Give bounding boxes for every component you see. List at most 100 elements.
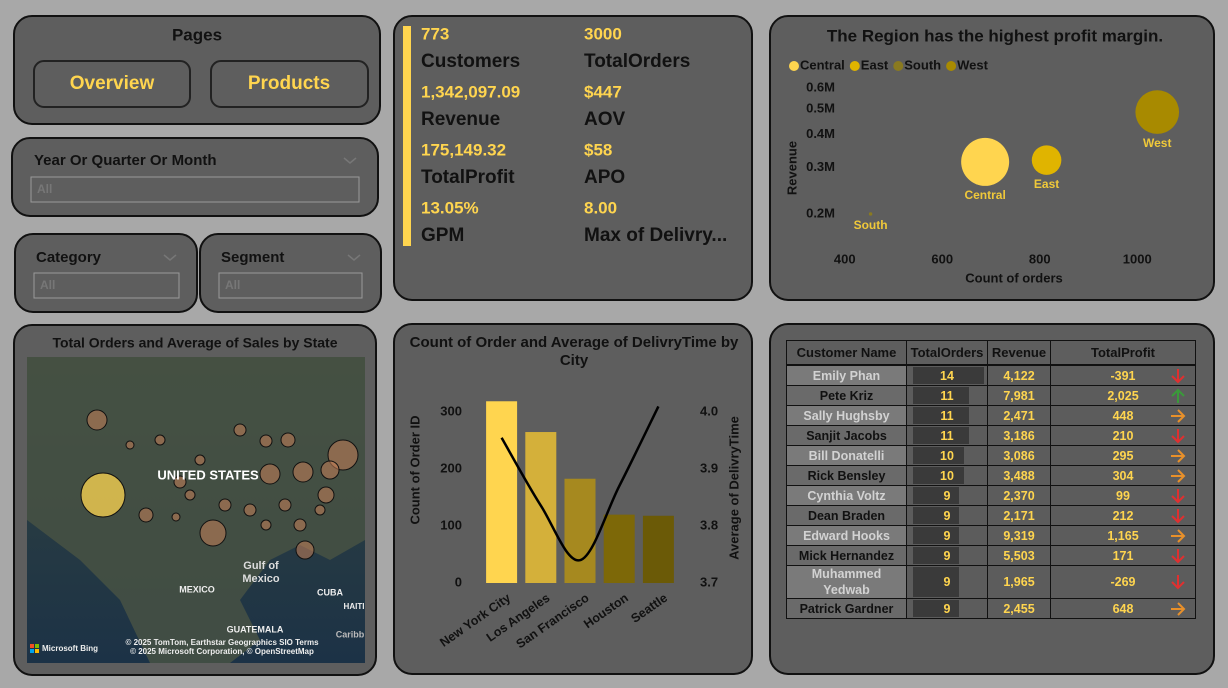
panel-title: Pages — [172, 25, 222, 44]
orders-cell: 10 — [907, 466, 988, 486]
trend-arrow — [1171, 428, 1185, 443]
customer-name: Pete Kriz — [787, 386, 907, 406]
profit-value: 99 — [1116, 488, 1130, 503]
bubble — [961, 137, 1010, 186]
slicer-selection: All — [225, 278, 240, 292]
dropdown[interactable] — [30, 176, 360, 203]
trend-arrow — [1171, 575, 1185, 590]
revenue: 1,965 — [988, 566, 1051, 599]
profit-value: 2,025 — [1107, 388, 1139, 403]
map-label: CUBA — [317, 587, 343, 597]
profit: 99 — [1051, 486, 1196, 506]
data-label: West — [1143, 136, 1171, 150]
revenue: 7,981 — [988, 386, 1051, 406]
orders-cell: 9 — [907, 546, 988, 566]
profit: -391 — [1051, 366, 1196, 386]
column-header: TotalOrders — [907, 341, 988, 366]
trend-arrow — [1171, 388, 1185, 403]
orders-value: 9 — [943, 575, 951, 589]
kpi-value: 8.00 — [584, 198, 617, 217]
arrow-shape — [1171, 508, 1185, 523]
slicer-selection: All — [37, 182, 52, 196]
profit: 171 — [1051, 546, 1196, 566]
kpi-value: 1,342,097.09 — [421, 82, 520, 101]
button-label[interactable]: Products — [248, 73, 330, 94]
orders-value: 9 — [943, 601, 951, 616]
y2-axis-title: Average of DelivryTime — [726, 416, 741, 560]
chart-title: The Region has the highest profit margin… — [827, 26, 1163, 45]
kpi-label: TotalProfit — [421, 167, 515, 188]
kpi-label: TotalOrders — [584, 51, 690, 72]
arrow-shape — [1171, 468, 1186, 483]
data-bar — [913, 527, 959, 544]
map-label: GUATEMALA — [227, 624, 284, 634]
profit-value: 212 — [1112, 508, 1134, 523]
customer-name: Rick Bensley — [787, 466, 907, 486]
revenue: 3,086 — [988, 446, 1051, 466]
revenue: 3,488 — [988, 466, 1051, 486]
customer-name: Mick Hernandez — [787, 546, 907, 566]
orders-value: 10 — [940, 468, 954, 483]
map-copyright: © 2025 TomTom, Earthstar Geographics SIO… — [125, 638, 319, 647]
data-label: Central — [964, 188, 1005, 202]
dropdown[interactable] — [218, 272, 363, 299]
map-label: Mexico — [242, 573, 280, 585]
x-tick-label: 600 — [931, 251, 953, 266]
trend-arrow — [1171, 601, 1186, 616]
nav-button[interactable] — [33, 60, 191, 108]
x-axis-title: Count of orders — [965, 270, 1063, 285]
line — [500, 405, 660, 562]
data-bar — [913, 487, 959, 504]
trend-arrow — [1171, 448, 1186, 463]
orders-cell: 9 — [907, 486, 988, 506]
profit-value: 1,165 — [1107, 528, 1139, 543]
orders-value: 11 — [940, 388, 954, 403]
profit: 648 — [1051, 599, 1196, 619]
x-tick-label: 1000 — [1123, 251, 1152, 266]
button-label[interactable]: Overview — [70, 73, 155, 94]
arrow-shape — [1171, 601, 1186, 616]
slicer-title: Category — [36, 249, 102, 266]
orders-cell: 9 — [907, 599, 988, 619]
revenue: 9,319 — [988, 526, 1051, 546]
orders-value: 11 — [940, 408, 954, 423]
kpi-label: Max of Delivry... — [584, 225, 727, 246]
orders-value: 9 — [943, 508, 951, 523]
profit-value: 171 — [1112, 548, 1134, 563]
arrow-shape — [1171, 488, 1185, 503]
bing-logo — [30, 644, 39, 653]
legend-marker — [893, 61, 904, 71]
kpi-label: AOV — [584, 109, 626, 130]
y-tick-label: 300 — [440, 404, 462, 419]
x-tick-label: 800 — [1029, 251, 1051, 266]
bubble — [1135, 90, 1180, 134]
map-label: Gulf of — [243, 560, 279, 572]
bar — [603, 514, 635, 583]
customer-name: Patrick Gardner — [787, 599, 907, 619]
bubble — [868, 212, 873, 216]
customer-name: Cynthia Voltz — [787, 486, 907, 506]
dropdown[interactable] — [33, 272, 180, 299]
nav-button[interactable] — [210, 60, 369, 108]
chevron — [343, 157, 357, 164]
map-title: Total Orders and Average of Sales by Sta… — [52, 335, 337, 351]
revenue: 3,186 — [988, 426, 1051, 446]
map-label: HAITI — [344, 602, 365, 611]
map-label: Caribb — [336, 629, 365, 639]
profit: 2,025 — [1051, 386, 1196, 406]
data-bar — [913, 567, 959, 597]
trend-arrow — [1171, 548, 1185, 563]
kpi-label: Revenue — [421, 109, 500, 130]
data-bar — [913, 387, 969, 404]
arrow-shape — [1171, 575, 1185, 590]
slicer-title: Year Or Quarter Or Month — [34, 152, 217, 169]
y-tick-label: 3.9 — [700, 460, 718, 475]
revenue: 2,370 — [988, 486, 1051, 506]
legend-marker — [849, 61, 860, 71]
table: Customer Name TotalOrders Revenue TotalProf… — [786, 340, 1196, 619]
y-tick-label: 0.4M — [806, 126, 835, 141]
kpi-value: 3000 — [584, 24, 622, 43]
slicer-selection: All — [40, 278, 55, 292]
chart-title: Count of Order and Average of DelivryTim… — [409, 334, 739, 369]
